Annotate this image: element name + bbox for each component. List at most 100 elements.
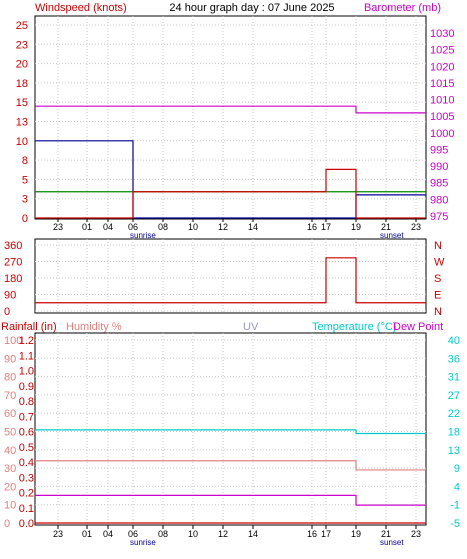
- y-tick-label: 100: [4, 335, 22, 347]
- x-tick-label: 19: [351, 529, 361, 539]
- temperature-line: [35, 429, 426, 435]
- y-tick-label: 40: [4, 445, 16, 457]
- y-tick-label: 0.7: [19, 411, 34, 423]
- dewpoint-axis-title: Dew Point: [393, 321, 443, 333]
- y-tick-label: 31: [448, 372, 460, 384]
- x-tick-label: 01: [82, 529, 92, 539]
- y-tick-label: 0: [4, 306, 10, 318]
- temperature-axis: 40 36 31 27 22 18 13 9 4 -1 -5: [448, 335, 460, 530]
- x-tick-label: 23: [53, 529, 63, 539]
- y-tick-label: 9: [454, 463, 460, 475]
- x-tick-label: 14: [248, 529, 258, 539]
- panel-frame: [34, 332, 427, 526]
- humidity-line: [35, 460, 426, 471]
- x-tick-label: 23: [411, 529, 421, 539]
- y-tick-label: 40: [448, 335, 460, 347]
- y-tick-label: 1020: [430, 61, 454, 73]
- y-tick-label: 20: [4, 481, 16, 493]
- y-tick-label: 0: [4, 518, 10, 530]
- x-tick-label: 19: [351, 222, 361, 232]
- y-tick-label: 20: [16, 59, 28, 71]
- y-tick-label: 975: [430, 211, 448, 223]
- y-tick-label: N: [434, 240, 442, 252]
- y-tick-label: 0.5: [19, 442, 34, 454]
- y-tick-label: 18: [448, 427, 460, 439]
- sunrise-label: sunrise: [130, 538, 156, 547]
- y-tick-label: 27: [448, 390, 460, 402]
- wind-average-line: [35, 140, 426, 219]
- y-tick-label: N: [434, 306, 442, 318]
- series-lines: [35, 105, 426, 219]
- x-tick-label: 12: [218, 529, 228, 539]
- uv-axis-title: UV: [243, 321, 259, 333]
- y-tick-label: 1030: [430, 28, 454, 40]
- temperature-axis-title: Temperature (°C): [312, 321, 396, 333]
- y-tick-label: 0.0: [19, 518, 34, 530]
- y-tick-label: 10: [16, 136, 28, 148]
- y-tick-label: 4: [454, 481, 460, 493]
- graph-title: 24 hour graph day : 07 June 2025: [169, 2, 334, 14]
- y-tick-label: 5: [22, 174, 28, 186]
- y-tick-label: 360: [4, 240, 22, 252]
- rainfall-axis-title: Rainfall (in): [1, 321, 57, 333]
- y-tick-label: E: [434, 290, 441, 302]
- x-tick-label: 16: [307, 222, 317, 232]
- y-tick-label: 13: [448, 445, 460, 457]
- y-tick-label: 90: [4, 353, 16, 365]
- y-tick-label: 995: [430, 144, 448, 156]
- y-tick-label: 990: [430, 161, 448, 173]
- y-tick-label: 18: [16, 78, 28, 90]
- y-tick-label: 1010: [430, 95, 454, 107]
- x-tick-label: 17: [321, 529, 331, 539]
- y-tick-label: -5: [450, 518, 460, 530]
- y-tick-label: 8: [22, 155, 28, 167]
- y-tick-label: 980: [430, 194, 448, 206]
- sunrise-label: sunrise: [130, 231, 156, 240]
- y-tick-label: 70: [4, 390, 16, 402]
- y-tick-label: 1025: [430, 45, 454, 57]
- y-tick-label: 80: [4, 372, 16, 384]
- y-tick-label: 3: [22, 194, 28, 206]
- y-tick-label: 180: [4, 273, 22, 285]
- x-tick-label: 04: [103, 529, 113, 539]
- time-axis: 23 01 04 06 08 10 12 14 16 17 19 21 23 sunrise sunset: [53, 525, 421, 547]
- x-tick-label: 06: [128, 529, 138, 539]
- y-tick-label: 1.2: [19, 335, 34, 347]
- y-tick-label: 36: [448, 353, 460, 365]
- x-tick-label: 17: [321, 222, 331, 232]
- time-axis: 23 01 04 06 08 10 12 14 16 17 19 21 23 sunrise sunset: [53, 218, 421, 240]
- x-tick-label: 01: [82, 222, 92, 232]
- x-tick-label: 14: [248, 222, 258, 232]
- rain-humidity-temp-panel: 10090807060504030201001.21.11.00.90.80.7…: [4, 332, 460, 547]
- y-tick-label: 13: [16, 117, 28, 129]
- y-tick-label: 15: [16, 97, 28, 109]
- y-tick-label: 23: [16, 39, 28, 51]
- x-tick-label: 06: [128, 222, 138, 232]
- y-tick-label: 1005: [430, 111, 454, 123]
- wind-barometer-panel: 25 23 20 18 15 13 10 8 5 3 0 1030 1025 1020 1015 1010 1…: [16, 15, 454, 240]
- windspeed-axis-title: Windspeed (knots): [35, 2, 127, 14]
- panel-frame: [34, 15, 427, 220]
- y-tick-label: 1015: [430, 78, 454, 90]
- grid: [35, 16, 426, 219]
- y-tick-label: 0.3: [19, 472, 34, 484]
- x-tick-label: 04: [103, 222, 113, 232]
- grid: [35, 333, 426, 525]
- x-tick-label: 23: [411, 222, 421, 232]
- sunset-label: sunset: [380, 538, 404, 547]
- x-tick-label: 21: [381, 529, 391, 539]
- y-tick-label: 1000: [430, 128, 454, 140]
- y-tick-label: 22: [448, 408, 460, 420]
- dewpoint-line: [35, 494, 426, 506]
- y-tick-label: 0: [22, 213, 28, 225]
- y-tick-label: 0.9: [19, 381, 34, 393]
- y-tick-label: 270: [4, 257, 22, 269]
- y-tick-label: 1.0: [19, 366, 34, 378]
- rainfall-humidity-axis: 10090807060504030201001.21.11.00.90.80.7…: [4, 335, 34, 530]
- sunset-label: sunset: [380, 231, 404, 240]
- x-tick-label: 08: [158, 222, 168, 232]
- y-tick-label: 25: [16, 20, 28, 32]
- y-tick-label: W: [434, 257, 445, 269]
